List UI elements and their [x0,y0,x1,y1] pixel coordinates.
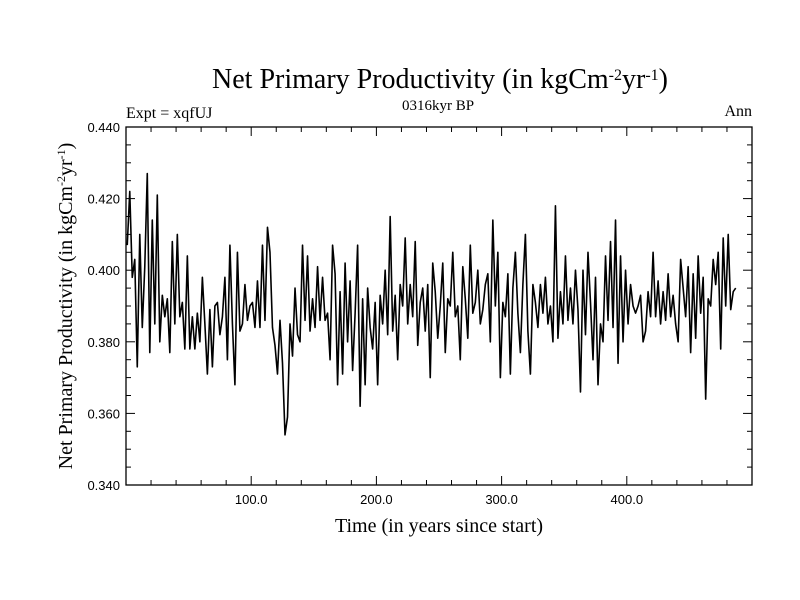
y-tick-label: 0.400 [87,263,120,278]
y-tick-label: 0.440 [87,120,120,135]
y-tick-label: 0.380 [87,335,120,350]
x-tick-label: 300.0 [485,492,518,507]
experiment-label: Expt = xqfUJ [126,105,212,122]
season-label: Ann [724,103,752,120]
y-axis: 0.340 0.360 0.380 0.400 0.420 0.440 [87,120,752,493]
plot-frame [125,126,753,486]
y-axis-label: Net Primary Productivity (in kgCm-2yr-1) [54,143,77,470]
chart-title: Net Primary Productivity (in kgCm-2yr-1) [212,64,668,95]
x-axis: 100.0 200.0 300.0 400.0 [150,127,728,507]
y-tick-label: 0.420 [87,192,120,207]
x-tick-label: 200.0 [360,492,393,507]
chart-subtitle: 0316kyr BP [402,98,474,114]
x-axis-label: Time (in years since start) [335,515,543,537]
y-tick-label: 0.340 [87,478,120,493]
x-tick-label: 100.0 [235,492,268,507]
npp-time-series-line [126,172,737,436]
y-tick-label: 0.360 [87,406,120,421]
x-tick-label: 400.0 [611,492,644,507]
